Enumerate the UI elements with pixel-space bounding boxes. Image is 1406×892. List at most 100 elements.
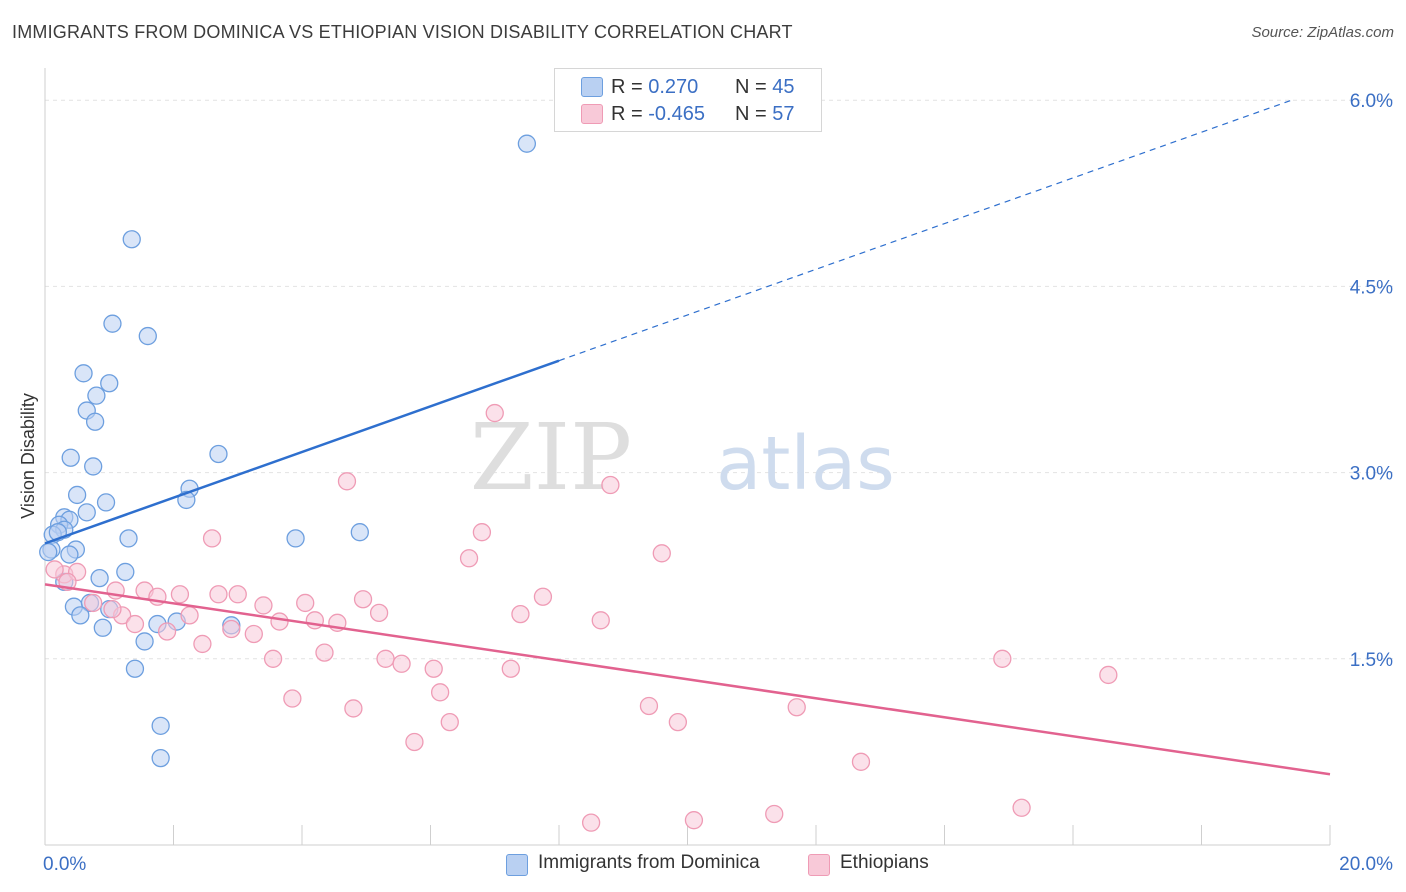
n-stat: N = 45: [735, 76, 795, 99]
data-point: [472, 523, 492, 542]
data-point: [90, 568, 109, 588]
data-point: [440, 712, 459, 732]
data-point: [138, 326, 157, 346]
y-axis-label: Vision Disability: [18, 393, 38, 519]
data-point: [263, 649, 283, 668]
data-point: [39, 542, 58, 562]
data-point: [652, 544, 671, 563]
r-label: R =: [611, 76, 649, 98]
data-point: [1099, 665, 1118, 685]
data-point: [511, 604, 530, 624]
data-point: [430, 683, 450, 702]
data-point: [202, 529, 222, 548]
legend-label: Ethiopians: [840, 852, 929, 873]
series-ethiopians: [45, 403, 1118, 832]
r-stat: R = 0.270: [611, 76, 698, 99]
n-value: 57: [772, 103, 795, 125]
data-point: [100, 374, 119, 393]
dominica-legend-swatch-icon: [506, 854, 528, 876]
data-point: [350, 523, 369, 542]
data-point: [254, 596, 273, 615]
data-point: [405, 732, 424, 752]
tick-labels: 1.5% 3.0% 4.5% 6.0% 0.0% 20.0%: [43, 91, 1393, 875]
data-point: [591, 611, 610, 630]
axes: [44, 68, 1331, 846]
watermark: ZIP atlas: [470, 404, 895, 511]
data-point: [344, 699, 363, 718]
stats-legend: R = 0.270 N = 45 R = -0.465 N = 57: [554, 68, 822, 132]
data-point: [369, 603, 389, 623]
data-point: [157, 622, 177, 641]
r-value: 0.270: [648, 76, 699, 98]
data-point: [67, 485, 87, 505]
data-point: [103, 600, 122, 619]
ethiopians-swatch-icon: [581, 104, 603, 124]
data-point: [61, 448, 80, 467]
series-immigrants-from-dominica: [39, 134, 537, 768]
r-stat: R = -0.465: [611, 103, 705, 126]
trend-line-dominica: [44, 359, 560, 545]
data-point: [517, 134, 537, 153]
data-point: [85, 412, 105, 431]
data-point: [135, 632, 154, 651]
n-value: 45: [772, 76, 795, 98]
data-point: [296, 593, 315, 613]
data-point: [93, 618, 112, 637]
source-label: Source: ZipAtlas.com: [1251, 24, 1394, 41]
data-point: [71, 606, 90, 625]
data-point: [851, 752, 871, 771]
n-stat: N = 57: [735, 103, 795, 126]
data-point: [353, 590, 373, 609]
chart-title: IMMIGRANTS FROM DOMINICA VS ETHIOPIAN VI…: [12, 22, 793, 42]
data-point: [501, 659, 520, 678]
grid-lines: [45, 99, 1395, 660]
n-label: N =: [735, 76, 773, 98]
data-point: [209, 585, 228, 604]
data-point: [151, 716, 170, 735]
trend-lines: [44, 99, 1331, 776]
data-point: [125, 614, 145, 634]
data-point: [87, 386, 106, 405]
data-point: [84, 457, 103, 476]
data-point: [244, 624, 263, 644]
data-point: [684, 811, 704, 830]
legend-label: Immigrants from Dominica: [538, 852, 760, 873]
data-point: [787, 698, 806, 717]
x-tick-label: 0.0%: [43, 854, 86, 875]
data-point: [392, 654, 411, 673]
dominica-swatch-icon: [581, 77, 603, 97]
x-tick-label: 20.0%: [1339, 854, 1393, 875]
data-point: [337, 472, 357, 491]
data-point: [84, 593, 103, 613]
data-point: [103, 314, 122, 333]
data-point: [283, 689, 302, 708]
data-point: [116, 562, 135, 582]
data-point: [125, 659, 145, 678]
y-tick-label: 1.5%: [1350, 650, 1393, 671]
data-point: [1012, 798, 1031, 817]
data-point: [668, 712, 688, 732]
data-point: [533, 587, 553, 606]
data-point: [581, 813, 601, 832]
data-point: [424, 659, 443, 678]
data-point: [765, 804, 784, 824]
data-point: [270, 612, 289, 631]
data-point: [286, 529, 305, 548]
data-point: [96, 493, 116, 512]
y-tick-label: 3.0%: [1350, 464, 1393, 485]
data-point: [151, 748, 170, 768]
data-point: [376, 649, 395, 668]
data-point: [122, 230, 141, 249]
data-point: [485, 403, 504, 423]
r-label: R =: [611, 103, 649, 125]
y-tick-label: 6.0%: [1350, 91, 1393, 112]
ethiopians-legend-swatch-icon: [808, 854, 830, 876]
trend-line-ethiopians: [44, 583, 1331, 776]
data-point: [222, 619, 241, 639]
watermark-atlas: atlas: [716, 421, 895, 507]
data-point: [60, 545, 79, 564]
data-point: [315, 643, 334, 662]
data-point: [228, 585, 247, 604]
data-point: [119, 529, 138, 548]
